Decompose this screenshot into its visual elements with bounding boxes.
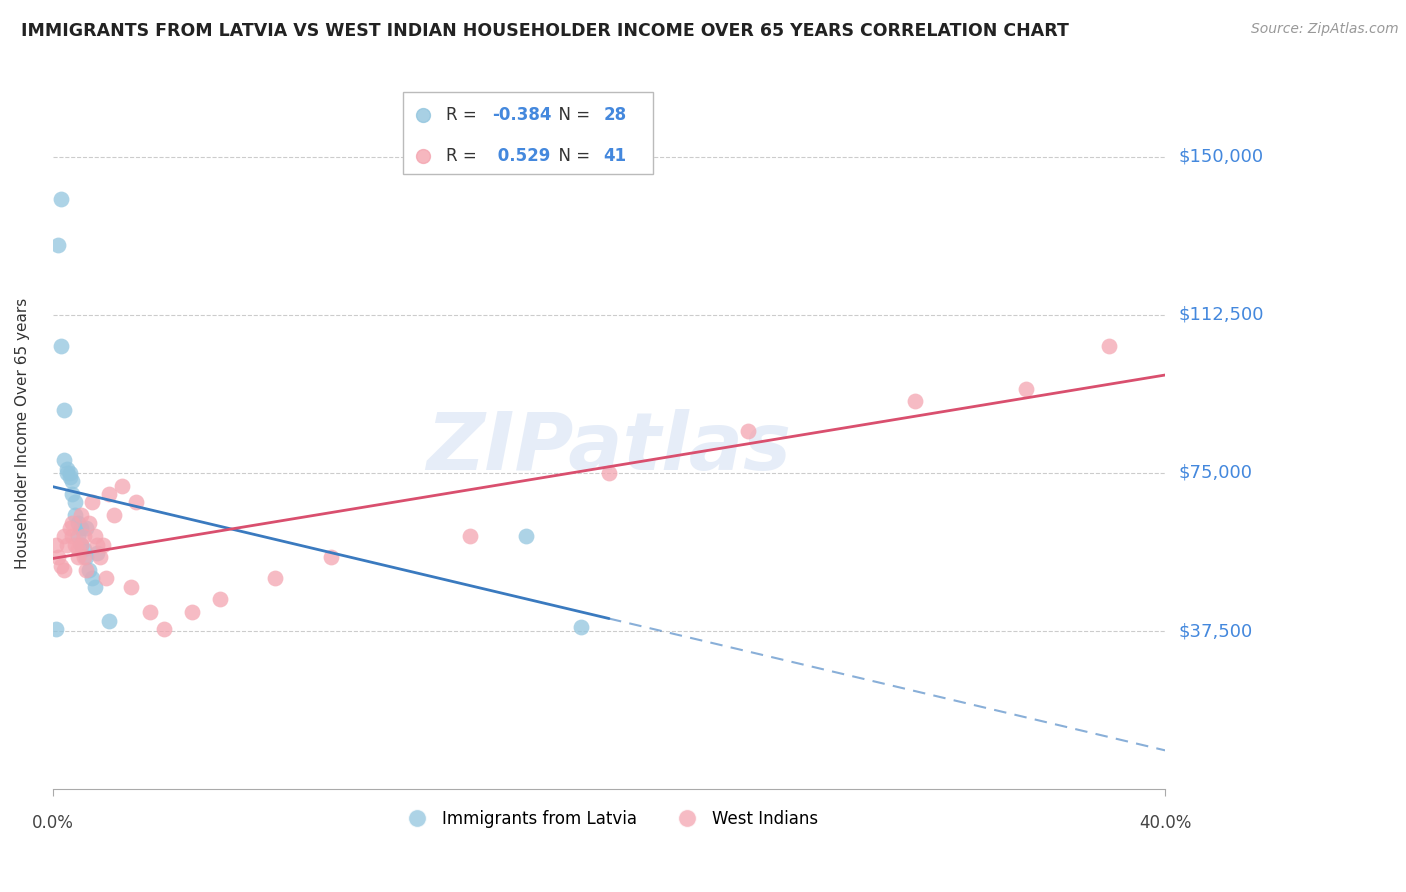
Text: N =: N = (548, 105, 595, 124)
Point (139, 605, 162, 619)
Point (60, 475, 83, 489)
Point (75, 521, 97, 535)
Point (319, 550, 342, 565)
Point (69, 538, 91, 552)
Point (51, 558, 73, 573)
Point (60, 487, 83, 501)
Point (1098, 339, 1121, 353)
Text: -0.384: -0.384 (492, 105, 551, 124)
Text: R =: R = (446, 146, 481, 164)
Point (69, 538, 91, 552)
Point (72, 529, 94, 543)
Point (264, 571, 287, 585)
Point (69, 508, 91, 522)
Text: $112,500: $112,500 (1180, 306, 1264, 324)
Point (72, 550, 94, 565)
Point (66, 550, 89, 565)
Point (48, 550, 70, 565)
Point (91, 538, 114, 552)
Point (45, 622, 67, 636)
Point (458, 529, 481, 543)
Point (80, 571, 103, 585)
Text: 40.0%: 40.0% (1139, 814, 1191, 832)
Point (83, 580, 105, 594)
Point (60, 516, 83, 531)
Text: N =: N = (548, 146, 595, 164)
Point (48, 238, 70, 252)
Point (63, 495, 86, 509)
Point (120, 580, 142, 594)
Point (89, 550, 111, 565)
Point (103, 508, 125, 522)
Point (66, 529, 89, 543)
Text: Source: ZipAtlas.com: Source: ZipAtlas.com (1251, 22, 1399, 37)
Point (75, 550, 97, 565)
Point (59, 466, 82, 480)
Point (94, 571, 117, 585)
Point (53, 453, 76, 467)
Point (66, 516, 89, 531)
Point (153, 622, 176, 636)
Point (598, 466, 620, 480)
Point (59, 521, 82, 535)
Point (60, 529, 83, 543)
Point (86, 538, 108, 552)
Text: R =: R = (446, 105, 481, 124)
Point (77, 563, 100, 577)
Point (569, 620, 592, 634)
Point (111, 478, 134, 492)
Point (56, 538, 79, 552)
Point (56, 461, 79, 475)
Point (737, 424, 759, 438)
Text: 0.0%: 0.0% (32, 814, 75, 832)
Point (83, 529, 105, 543)
Point (181, 605, 204, 619)
Point (80, 495, 103, 509)
Point (53, 402, 76, 417)
Text: $75,000: $75,000 (1180, 464, 1253, 482)
Text: $37,500: $37,500 (1180, 622, 1253, 640)
Point (69, 521, 91, 535)
Text: $150,000: $150,000 (1180, 147, 1264, 166)
Point (53, 563, 76, 577)
Text: 41: 41 (603, 146, 627, 164)
Point (75, 563, 97, 577)
Point (53, 529, 76, 543)
Y-axis label: Householder Income Over 65 years: Householder Income Over 65 years (15, 298, 30, 569)
Point (63, 538, 86, 552)
Point (51, 339, 73, 353)
Text: IMMIGRANTS FROM LATVIA VS WEST INDIAN HOUSEHOLDER INCOME OVER 65 YEARS CORRELATI: IMMIGRANTS FROM LATVIA VS WEST INDIAN HO… (21, 22, 1069, 40)
Point (97, 614, 120, 628)
Point (904, 394, 927, 409)
Point (63, 508, 86, 522)
Text: ZIPatlas: ZIPatlas (426, 409, 792, 486)
Point (208, 592, 231, 607)
Point (77, 516, 100, 531)
Point (515, 529, 537, 543)
Point (1015, 382, 1038, 396)
Text: 28: 28 (603, 105, 627, 124)
Point (97, 487, 120, 501)
Point (86, 546, 108, 560)
Legend: Immigrants from Latvia, West Indians: Immigrants from Latvia, West Indians (394, 803, 824, 834)
Point (51, 192, 73, 206)
Point (125, 495, 148, 509)
Point (45, 538, 67, 552)
Point (56, 466, 79, 480)
Text: 0.529: 0.529 (492, 146, 551, 164)
Point (66, 541, 89, 556)
Point (59, 470, 82, 484)
Point (72, 541, 94, 556)
FancyBboxPatch shape (404, 92, 654, 174)
